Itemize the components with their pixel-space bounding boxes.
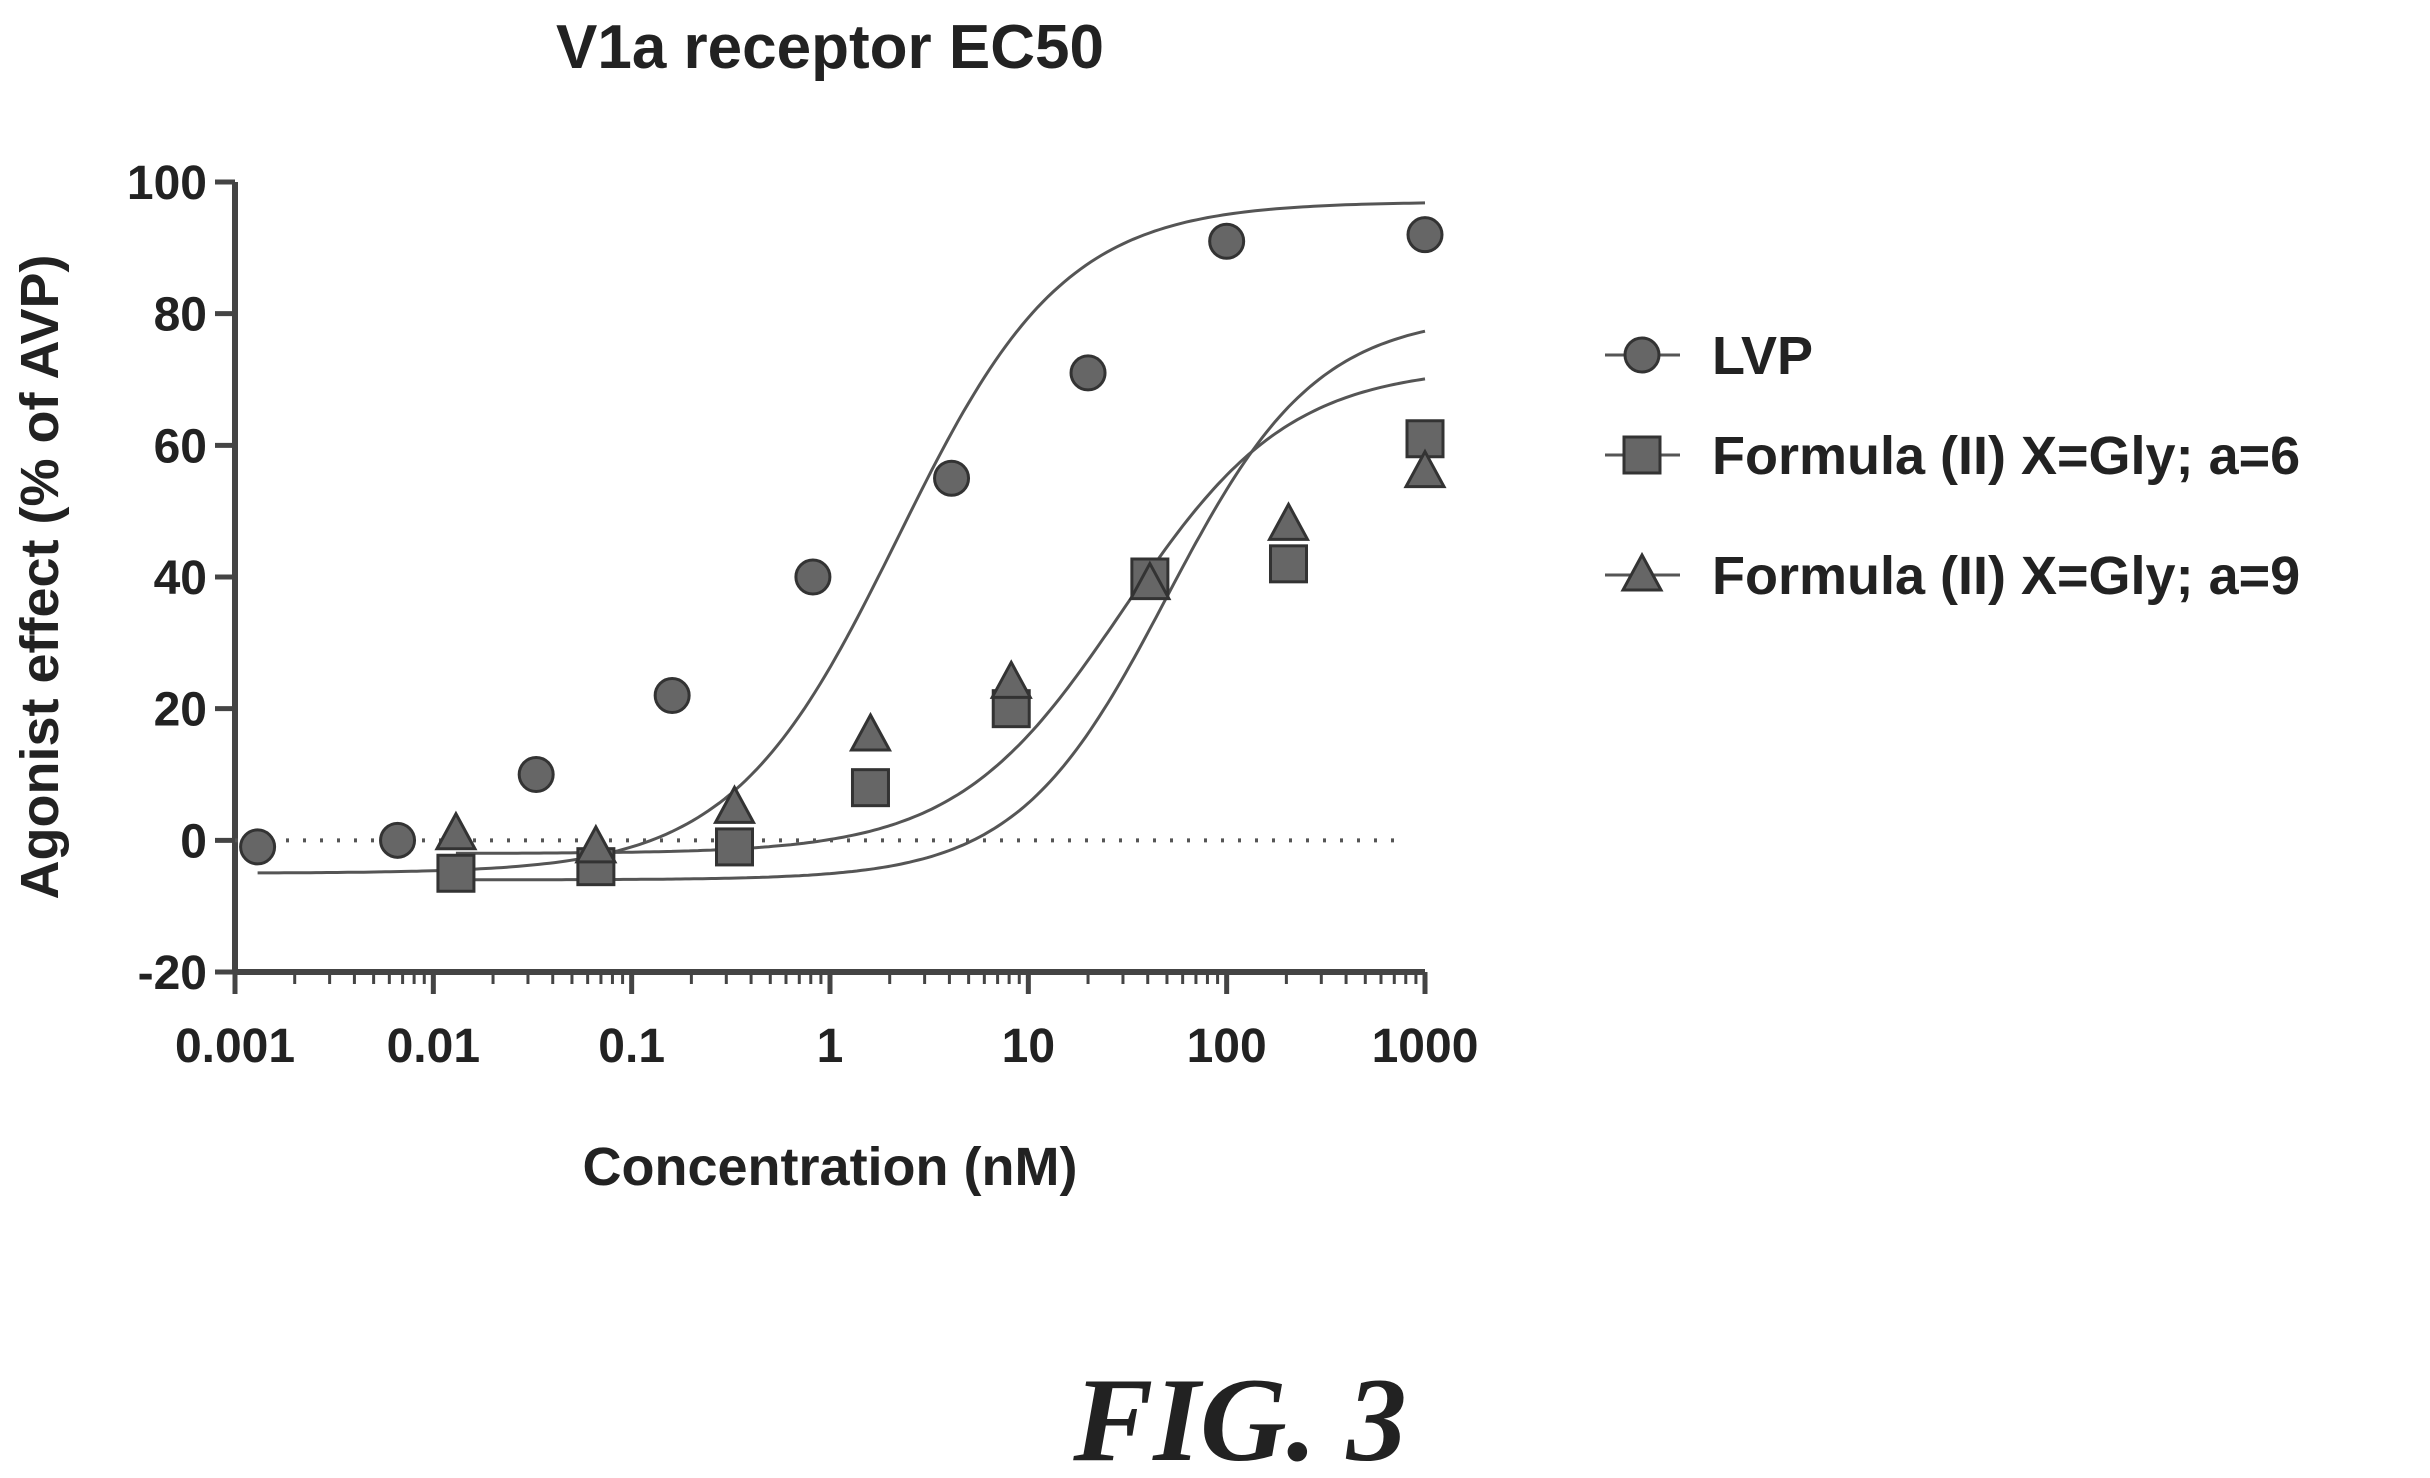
legend-triangle-glyph — [1620, 551, 1664, 592]
legend-label-formula-a6: Formula (II) X=Gly; a=6 — [1712, 426, 2300, 486]
triangle-marker-series-2 — [574, 823, 618, 864]
triangle-marker-series-2 — [1403, 448, 1447, 489]
triangle-marker-series-2 — [434, 810, 478, 851]
figure-caption: FIG. 3 — [1072, 1353, 1406, 1478]
triangle-marker-series-2 — [989, 659, 1033, 699]
triangle-marker-series-2 — [1266, 501, 1311, 541]
legend-circle-marker — [1623, 336, 1661, 374]
x-axis-label: Concentration (nM) — [583, 1137, 1078, 1197]
legend-label-lvp: LVP — [1712, 326, 1813, 386]
legend-item-lvp: LVP — [1605, 326, 1813, 386]
x-tick-label: 1000 — [1372, 1020, 1479, 1073]
y-tick-label: 100 — [127, 157, 207, 210]
y-tick-label: 40 — [154, 552, 207, 605]
triangle-marker-series-2 — [712, 784, 757, 824]
triangle-marker-series-2 — [1128, 560, 1172, 601]
square-marker-series-1 — [436, 853, 476, 893]
x-tick-label: 1 — [817, 1020, 844, 1073]
x-tick-label: 100 — [1187, 1020, 1267, 1073]
circle-marker-series-0 — [794, 558, 832, 596]
legend-item-formula-a6: Formula (II) X=Gly; a=6 — [1605, 426, 2300, 486]
legend-circle-glyph — [1623, 336, 1661, 374]
fit-curve-series-2 — [455, 377, 1426, 855]
legend-square-glyph — [1622, 435, 1662, 475]
fit-curve-series-1 — [455, 329, 1426, 882]
y-tick-label: 20 — [154, 684, 207, 737]
square-marker-series-1 — [1268, 544, 1308, 584]
x-tick-label: 10 — [1002, 1020, 1055, 1073]
legend-label-formula-a9: Formula (II) X=Gly; a=9 — [1712, 546, 2300, 606]
y-axis-label: Agonist effect (% of AVP) — [10, 255, 70, 900]
fit-curves — [257, 201, 1426, 882]
y-tick-label: -20 — [138, 947, 207, 1000]
legend-square-marker — [1622, 435, 1662, 475]
chart-legend: LVP Formula (II) X=Gly; a=6 Formula (II)… — [1605, 326, 2300, 606]
circle-marker-series-0 — [1208, 222, 1246, 260]
legend-triangle-marker — [1620, 551, 1664, 592]
square-marker-series-1 — [850, 768, 890, 808]
y-tick-label: 80 — [154, 289, 207, 342]
circle-marker-series-0 — [379, 821, 417, 859]
circle-marker-series-0 — [933, 459, 971, 497]
triangle-marker-series-2 — [848, 711, 893, 752]
data-markers — [239, 216, 1447, 893]
x-tick-label: 0.001 — [175, 1020, 295, 1073]
chart-title: V1a receptor EC50 — [556, 13, 1104, 82]
fit-curve-series-0 — [257, 201, 1426, 875]
y-tick-label: 0 — [180, 815, 207, 868]
circle-marker-series-0 — [653, 677, 691, 714]
x-tick-label: 0.01 — [387, 1020, 480, 1073]
square-marker-series-1 — [715, 827, 755, 867]
circle-marker-series-0 — [1069, 354, 1107, 392]
axis-ticks: -20 0 20 40 60 80 100 0.001 0.01 0.1 1 10 100 1000 — [127, 157, 1478, 1073]
circle-marker-series-0 — [239, 828, 277, 866]
circle-marker-series-0 — [1406, 216, 1444, 254]
chart-axes: -20 0 20 40 60 80 100 0.001 0.01 0.1 1 10 100 1000 — [127, 157, 1478, 1073]
y-tick-label: 60 — [154, 420, 207, 473]
circle-marker-series-0 — [517, 756, 555, 793]
legend-item-formula-a9: Formula (II) X=Gly; a=9 — [1605, 546, 2300, 606]
x-tick-label: 0.1 — [598, 1020, 665, 1073]
